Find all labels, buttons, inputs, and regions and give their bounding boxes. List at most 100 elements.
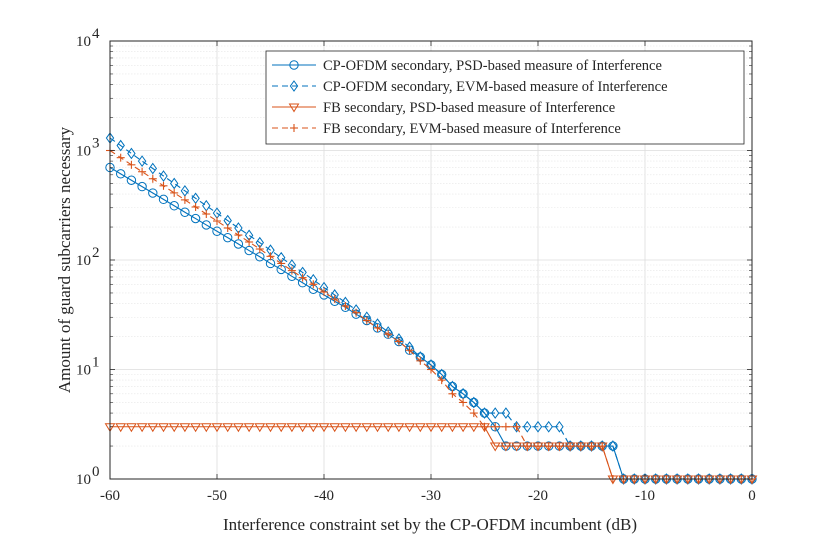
- data-point: [223, 232, 233, 243]
- data-point: [136, 423, 148, 433]
- legend-item: FB secondary, EVM-based measure of Inter…: [272, 121, 621, 137]
- data-point: [158, 423, 169, 433]
- data-point: [555, 442, 564, 451]
- data-point: [190, 423, 201, 433]
- data-point: [544, 420, 553, 433]
- legend-box: [265, 50, 745, 145]
- data-point: [245, 238, 254, 247]
- data-point: [138, 167, 147, 176]
- data-point: [457, 423, 469, 433]
- data-point: [265, 423, 276, 433]
- data-point: [414, 423, 426, 433]
- data-point: [190, 213, 201, 224]
- x-tick-label: -10: [635, 488, 655, 504]
- data-point: [500, 442, 512, 452]
- data-point: [297, 423, 308, 433]
- legend-item: CP-OFDM secondary, PSD-based measure of …: [272, 58, 662, 74]
- data-point: [222, 423, 234, 433]
- x-tick-label: -50: [207, 488, 227, 504]
- data-point: [170, 188, 179, 197]
- data-point: [448, 389, 457, 398]
- data-point: [159, 170, 168, 182]
- data-point: [318, 423, 330, 433]
- legend-label: CP-OFDM secondary, PSD-based measure of …: [323, 58, 662, 74]
- legend-label: FB secondary, EVM-based measure of Inter…: [323, 121, 621, 137]
- data-point: [362, 316, 371, 325]
- data-point: [116, 139, 125, 152]
- data-point: [147, 423, 159, 433]
- data-point: [234, 231, 243, 240]
- y-tick-exponent: 1: [92, 355, 100, 371]
- x-tick-label: -60: [100, 488, 120, 504]
- data-point: [233, 239, 244, 249]
- data-point: [523, 442, 532, 451]
- data-point: [329, 423, 341, 433]
- y-tick-exponent: 0: [92, 464, 100, 480]
- legend-item: FB secondary, PSD-based measure of Inter…: [272, 100, 615, 116]
- data-point: [416, 356, 425, 365]
- data-point: [179, 423, 191, 433]
- data-point: [468, 423, 480, 433]
- data-point: [512, 420, 521, 433]
- data-point: [277, 259, 286, 268]
- data-point: [362, 315, 372, 326]
- data-point: [382, 423, 394, 433]
- data-point: [243, 423, 255, 433]
- data-point: [469, 396, 479, 409]
- data-point: [598, 442, 607, 451]
- data-point: [115, 423, 127, 433]
- data-point: [608, 440, 618, 452]
- data-point: [233, 423, 244, 433]
- legend-item: CP-OFDM secondary, EVM-based measure of …: [272, 79, 668, 95]
- data-point: [361, 423, 373, 433]
- data-point: [137, 155, 147, 167]
- legend-label: CP-OFDM secondary, EVM-based measure of …: [323, 79, 668, 95]
- data-point: [127, 147, 136, 160]
- data-point: [566, 442, 575, 451]
- data-point: [127, 160, 136, 169]
- data-point: [275, 423, 287, 433]
- data-point: [158, 194, 169, 205]
- y-tick-exponent: 2: [92, 245, 100, 261]
- data-point: [286, 423, 298, 433]
- legend-label: FB secondary, PSD-based measure of Inter…: [323, 100, 615, 116]
- data-point: [533, 420, 543, 433]
- data-point: [394, 336, 404, 347]
- data-point: [480, 407, 489, 419]
- data-point: [309, 280, 318, 289]
- data-point: [126, 423, 137, 433]
- data-point: [254, 423, 266, 433]
- data-point: [169, 201, 179, 211]
- data-point: [372, 423, 383, 433]
- data-point: [211, 423, 223, 433]
- data-point: [126, 175, 137, 185]
- data-point: [330, 295, 339, 304]
- legend-marker: [289, 80, 299, 92]
- x-tick-label: -30: [421, 488, 441, 504]
- series-line: [109, 137, 752, 480]
- data-point: [501, 407, 511, 419]
- data-point: [437, 376, 446, 385]
- ticks: -60 -50 -40 -30 -20 -10 010 010 110 210 310 4: [76, 26, 756, 504]
- data-point: [244, 245, 254, 256]
- data-point: [340, 423, 351, 433]
- data-point: [490, 407, 500, 419]
- data-point: [394, 337, 403, 346]
- data-point: [384, 330, 393, 339]
- y-axis-label: Amount of guard subcarriers necessary: [55, 126, 74, 393]
- data-point: [534, 442, 542, 451]
- data-point: [180, 185, 190, 197]
- data-point: [480, 422, 489, 431]
- legend-marker: [288, 103, 300, 113]
- data-point: [341, 302, 350, 311]
- y-tick-label: 10: [76, 253, 91, 269]
- data-point: [404, 345, 415, 355]
- series-group: [104, 132, 758, 485]
- x-tick-label: -40: [314, 488, 334, 504]
- legend-marker: [290, 124, 298, 132]
- data-point: [350, 423, 362, 433]
- data-point: [405, 346, 414, 355]
- data-point: [523, 420, 532, 433]
- legend-marker: [289, 60, 299, 70]
